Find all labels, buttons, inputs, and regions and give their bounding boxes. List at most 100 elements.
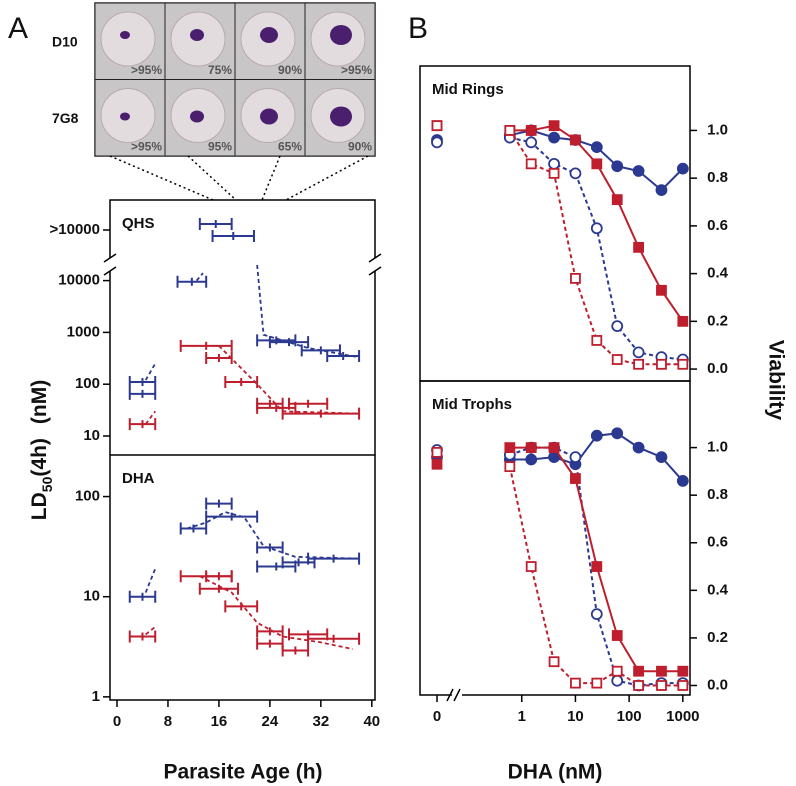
y-tick-label: 1.0 xyxy=(707,439,728,456)
data-point xyxy=(677,665,689,677)
data-point xyxy=(548,442,560,454)
micrograph-grid: >95% 75% 90% >95% >95% 95% 65% 90% xyxy=(94,2,376,157)
data-point xyxy=(656,665,667,677)
row-label: 7G8 xyxy=(52,110,79,126)
y-tick-label: 0.0 xyxy=(707,360,728,377)
data-point xyxy=(569,451,582,464)
data-point xyxy=(590,429,603,442)
age-interval xyxy=(205,510,259,523)
data-point xyxy=(504,125,516,136)
data-point xyxy=(611,160,624,173)
fit-curve xyxy=(195,272,204,282)
age-interval xyxy=(211,230,255,242)
percent-label: 90% xyxy=(278,63,302,77)
y-label-part: (nM) xyxy=(28,380,51,424)
age-interval xyxy=(128,630,157,643)
data-point xyxy=(656,680,667,691)
axis-frame xyxy=(419,380,691,696)
fit-curve xyxy=(144,568,157,593)
panel-title: DHA xyxy=(122,470,155,487)
x-tick-label: 1000 xyxy=(666,708,699,725)
data-point xyxy=(431,120,443,132)
data-point xyxy=(548,157,560,170)
cell xyxy=(100,11,156,67)
age-interval xyxy=(256,637,284,650)
x-tick-label: 1 xyxy=(518,708,526,725)
data-point xyxy=(591,677,603,689)
axis-break xyxy=(103,253,117,263)
y-label-part: (4h) xyxy=(28,438,51,477)
data-point xyxy=(677,358,689,370)
parasite xyxy=(260,108,278,125)
age-interval xyxy=(256,401,297,414)
data-point xyxy=(611,665,623,677)
y-tick-label: 0.6 xyxy=(707,534,728,551)
axis-break xyxy=(453,688,461,702)
percent-label: 90% xyxy=(348,140,372,154)
data-point xyxy=(525,158,537,170)
age-interval xyxy=(256,560,297,573)
percent-label: 65% xyxy=(278,140,302,154)
parasite xyxy=(330,106,352,127)
y-tick-label: 0.4 xyxy=(707,581,729,598)
data-point xyxy=(525,453,538,466)
age-interval xyxy=(128,590,157,603)
panel-label: A xyxy=(8,12,28,45)
y-tick-label: 100 xyxy=(75,375,100,392)
data-point xyxy=(611,354,623,365)
axis-break xyxy=(368,266,382,276)
y-tick-label: 0.8 xyxy=(707,169,728,186)
age-interval xyxy=(224,376,259,389)
data-point xyxy=(633,358,644,370)
data-point xyxy=(676,475,689,487)
data-point xyxy=(611,630,623,641)
y-tick-label: 0.2 xyxy=(707,312,728,329)
parasite xyxy=(260,27,278,43)
parasite xyxy=(120,112,130,121)
data-point xyxy=(676,162,689,175)
data-point xyxy=(633,241,644,253)
row-label: D10 xyxy=(52,34,78,50)
fit-curve xyxy=(144,410,156,425)
parasite xyxy=(120,31,130,39)
parasite xyxy=(190,110,204,123)
fit-curve xyxy=(509,136,683,361)
age-interval xyxy=(281,407,361,420)
age-interval xyxy=(128,418,157,431)
panel-title: Mid Rings xyxy=(432,81,504,98)
data-point xyxy=(548,167,560,179)
y-tick-label: 1.0 xyxy=(707,121,728,138)
data-point xyxy=(570,473,581,484)
age-interval xyxy=(198,218,233,230)
y-tick-label: 1 xyxy=(92,688,100,705)
data-point xyxy=(611,427,624,440)
x-tick-label: 8 xyxy=(164,713,172,730)
age-interval xyxy=(205,352,233,365)
data-point xyxy=(591,561,603,572)
age-interval xyxy=(326,350,361,363)
y-axis-label: Viability xyxy=(764,340,787,420)
data-point xyxy=(431,446,443,458)
percent-label: >95% xyxy=(131,63,162,77)
age-interval xyxy=(224,600,259,613)
data-point xyxy=(611,320,624,333)
x-tick-label: 0 xyxy=(433,708,441,725)
x-axis-label: DHA (nM) xyxy=(508,761,603,784)
data-point xyxy=(548,120,560,132)
parasite xyxy=(330,25,352,45)
data-point xyxy=(677,315,689,327)
axis-frame xyxy=(109,199,376,455)
data-point xyxy=(590,608,603,621)
data-point xyxy=(431,136,443,149)
age-interval xyxy=(128,376,157,389)
y-tick-label: 0.4 xyxy=(707,265,729,282)
age-interval xyxy=(281,644,310,657)
panel-title: QHS xyxy=(122,215,155,232)
percent-label: >95% xyxy=(131,140,162,154)
data-point xyxy=(590,141,603,154)
data-point xyxy=(504,442,516,454)
y-tick-label: >10000 xyxy=(50,221,100,238)
age-interval xyxy=(179,522,208,535)
data-point xyxy=(655,451,668,464)
